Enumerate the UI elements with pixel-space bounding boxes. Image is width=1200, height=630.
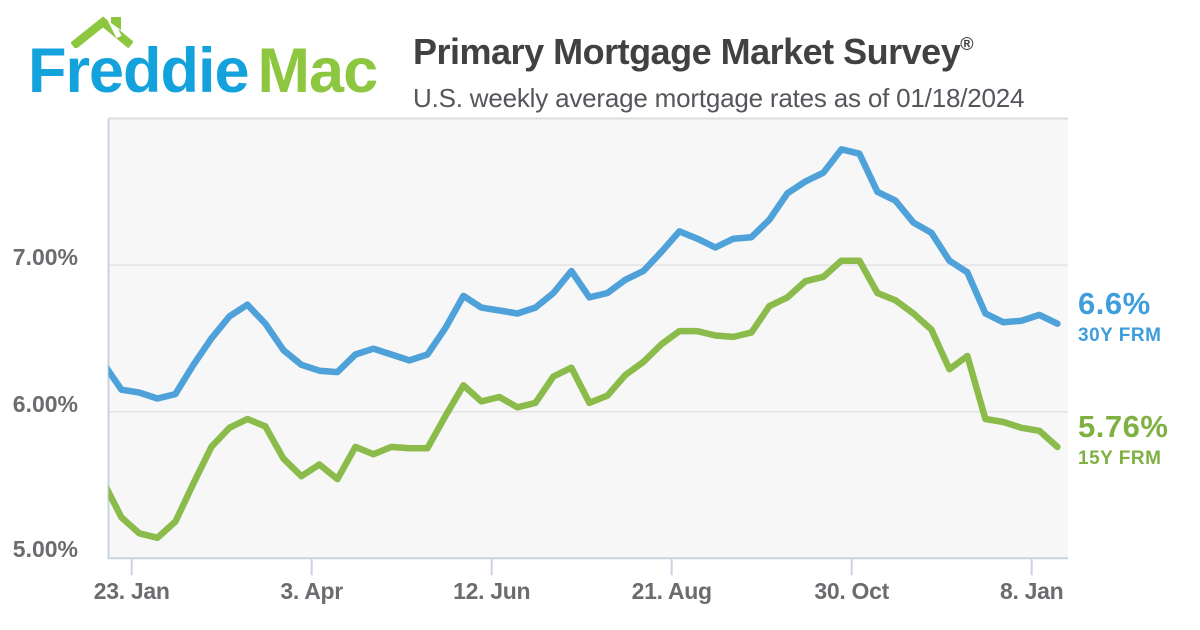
end-label-30y-name: 30Y FRM bbox=[1078, 325, 1162, 346]
y-axis-label-5: 5.00% bbox=[12, 536, 78, 562]
y-axis-label-6: 6.00% bbox=[12, 391, 78, 417]
end-label-15y-name: 15Y FRM bbox=[1078, 448, 1162, 469]
roof-line bbox=[71, 16, 133, 48]
logo-wordmark: Freddie Mac bbox=[28, 40, 378, 103]
page-subtitle: U.S. weekly average mortgage rates as of… bbox=[413, 83, 1025, 113]
roof-gap bbox=[106, 16, 122, 39]
x-axis-label-5: 8. Jan bbox=[999, 578, 1064, 604]
x-axis-label-1: 3. Apr bbox=[280, 578, 343, 604]
chimney bbox=[111, 17, 121, 30]
x-axis-label-3: 21. Aug bbox=[631, 578, 712, 604]
end-label-15y-value: 5.76% bbox=[1078, 409, 1169, 444]
end-label-15y: 5.76% 15Y FRM bbox=[1078, 411, 1168, 468]
freddie-mac-logo: Freddie Mac bbox=[28, 14, 398, 110]
logo-word-mac: Mac bbox=[257, 36, 379, 106]
x-axis-label-0: 23. Jan bbox=[93, 578, 170, 604]
end-label-30y-value: 6.6% bbox=[1078, 286, 1151, 321]
y-axis-label-7: 7.00% bbox=[12, 244, 78, 270]
page-title-text: Primary Mortgage Market Survey bbox=[413, 31, 961, 72]
house-roof-icon bbox=[71, 16, 133, 48]
x-axis-label-4: 30. Oct bbox=[814, 578, 889, 604]
x-axis-label-2: 12. Jun bbox=[453, 578, 531, 604]
registered-mark: ® bbox=[960, 34, 973, 54]
page-title: Primary Mortgage Market Survey® bbox=[413, 24, 1024, 72]
end-label-30y: 6.6% 30Y FRM bbox=[1078, 288, 1161, 345]
header-titles: Primary Mortgage Market Survey® U.S. wee… bbox=[413, 24, 1024, 114]
logo-word-freddie: Freddie bbox=[28, 36, 250, 106]
